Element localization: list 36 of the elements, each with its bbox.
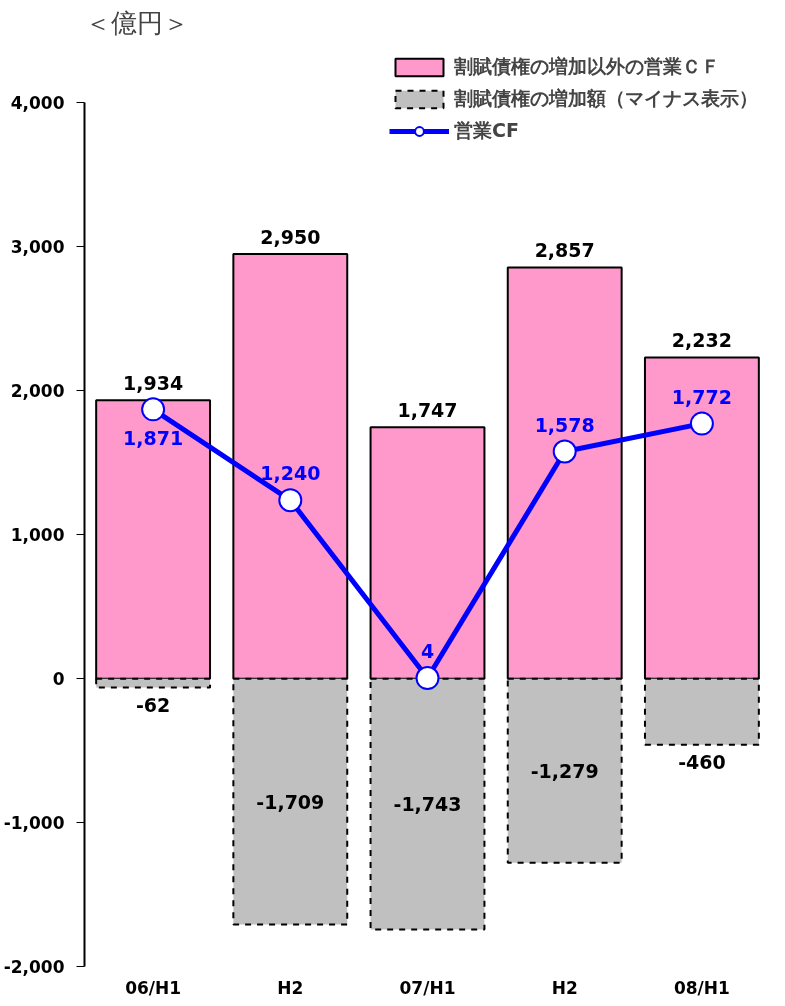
data-label: 1,240 xyxy=(260,462,321,485)
y-axis-title: ＜億円＞ xyxy=(84,7,189,38)
data-label: 2,857 xyxy=(534,239,595,262)
x-tick-label: 07/H1 xyxy=(399,977,456,998)
data-label: 1,772 xyxy=(671,385,732,408)
data-label: -1,743 xyxy=(393,793,462,816)
y-tick-label: 3,000 xyxy=(10,237,65,258)
y-tick-label: -2,000 xyxy=(3,957,65,977)
x-tick-label: 08/H1 xyxy=(673,977,730,998)
data-label: 1,747 xyxy=(397,399,458,422)
legend-label: 営業CF xyxy=(454,118,519,143)
point xyxy=(689,411,714,436)
data-label: 2,950 xyxy=(260,226,321,249)
y-tick-label: 2,000 xyxy=(10,381,65,402)
data-label: -62 xyxy=(135,693,171,716)
x-tick-label: H2 xyxy=(551,977,578,998)
data-label: 1,871 xyxy=(123,427,184,450)
data-label: 1,578 xyxy=(534,413,595,436)
point xyxy=(552,439,577,464)
data-label: 2,232 xyxy=(671,329,732,352)
data-label: -1,279 xyxy=(530,759,599,782)
data-label: 4 xyxy=(420,640,435,663)
y-tick-label: 1,000 xyxy=(10,525,65,546)
x-tick-label: H2 xyxy=(277,977,304,998)
data-label: -1,709 xyxy=(256,790,325,813)
data-label: 1,934 xyxy=(123,372,184,395)
y-tick-label: -1,000 xyxy=(3,813,65,834)
point xyxy=(278,488,303,513)
legend-label: 割賦債権の増加額（マイナス表示） xyxy=(454,86,758,111)
legend-label: 割賦債権の増加以外の営業ＣＦ xyxy=(454,54,720,79)
x-tick-label: 06/H1 xyxy=(125,977,182,998)
y-tick-label: 4,000 xyxy=(10,93,65,114)
y-tick-label: 0 xyxy=(52,669,65,690)
point xyxy=(415,666,440,691)
point xyxy=(141,397,166,422)
data-label: -460 xyxy=(678,750,726,773)
